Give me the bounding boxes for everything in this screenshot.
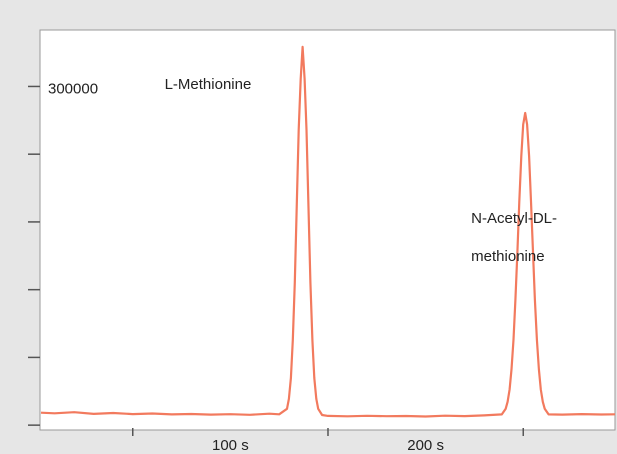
peak-label: L-Methionine	[165, 76, 252, 93]
y-tick-label: 300000	[48, 80, 98, 97]
x-tick-label: 200 s	[407, 437, 444, 454]
peak-label: methionine	[471, 248, 544, 265]
x-tick-label: 100 s	[212, 437, 249, 454]
peak-label: N-Acetyl-DL-	[471, 210, 557, 227]
chromatogram-line	[40, 45, 616, 418]
plot-area	[39, 29, 616, 431]
